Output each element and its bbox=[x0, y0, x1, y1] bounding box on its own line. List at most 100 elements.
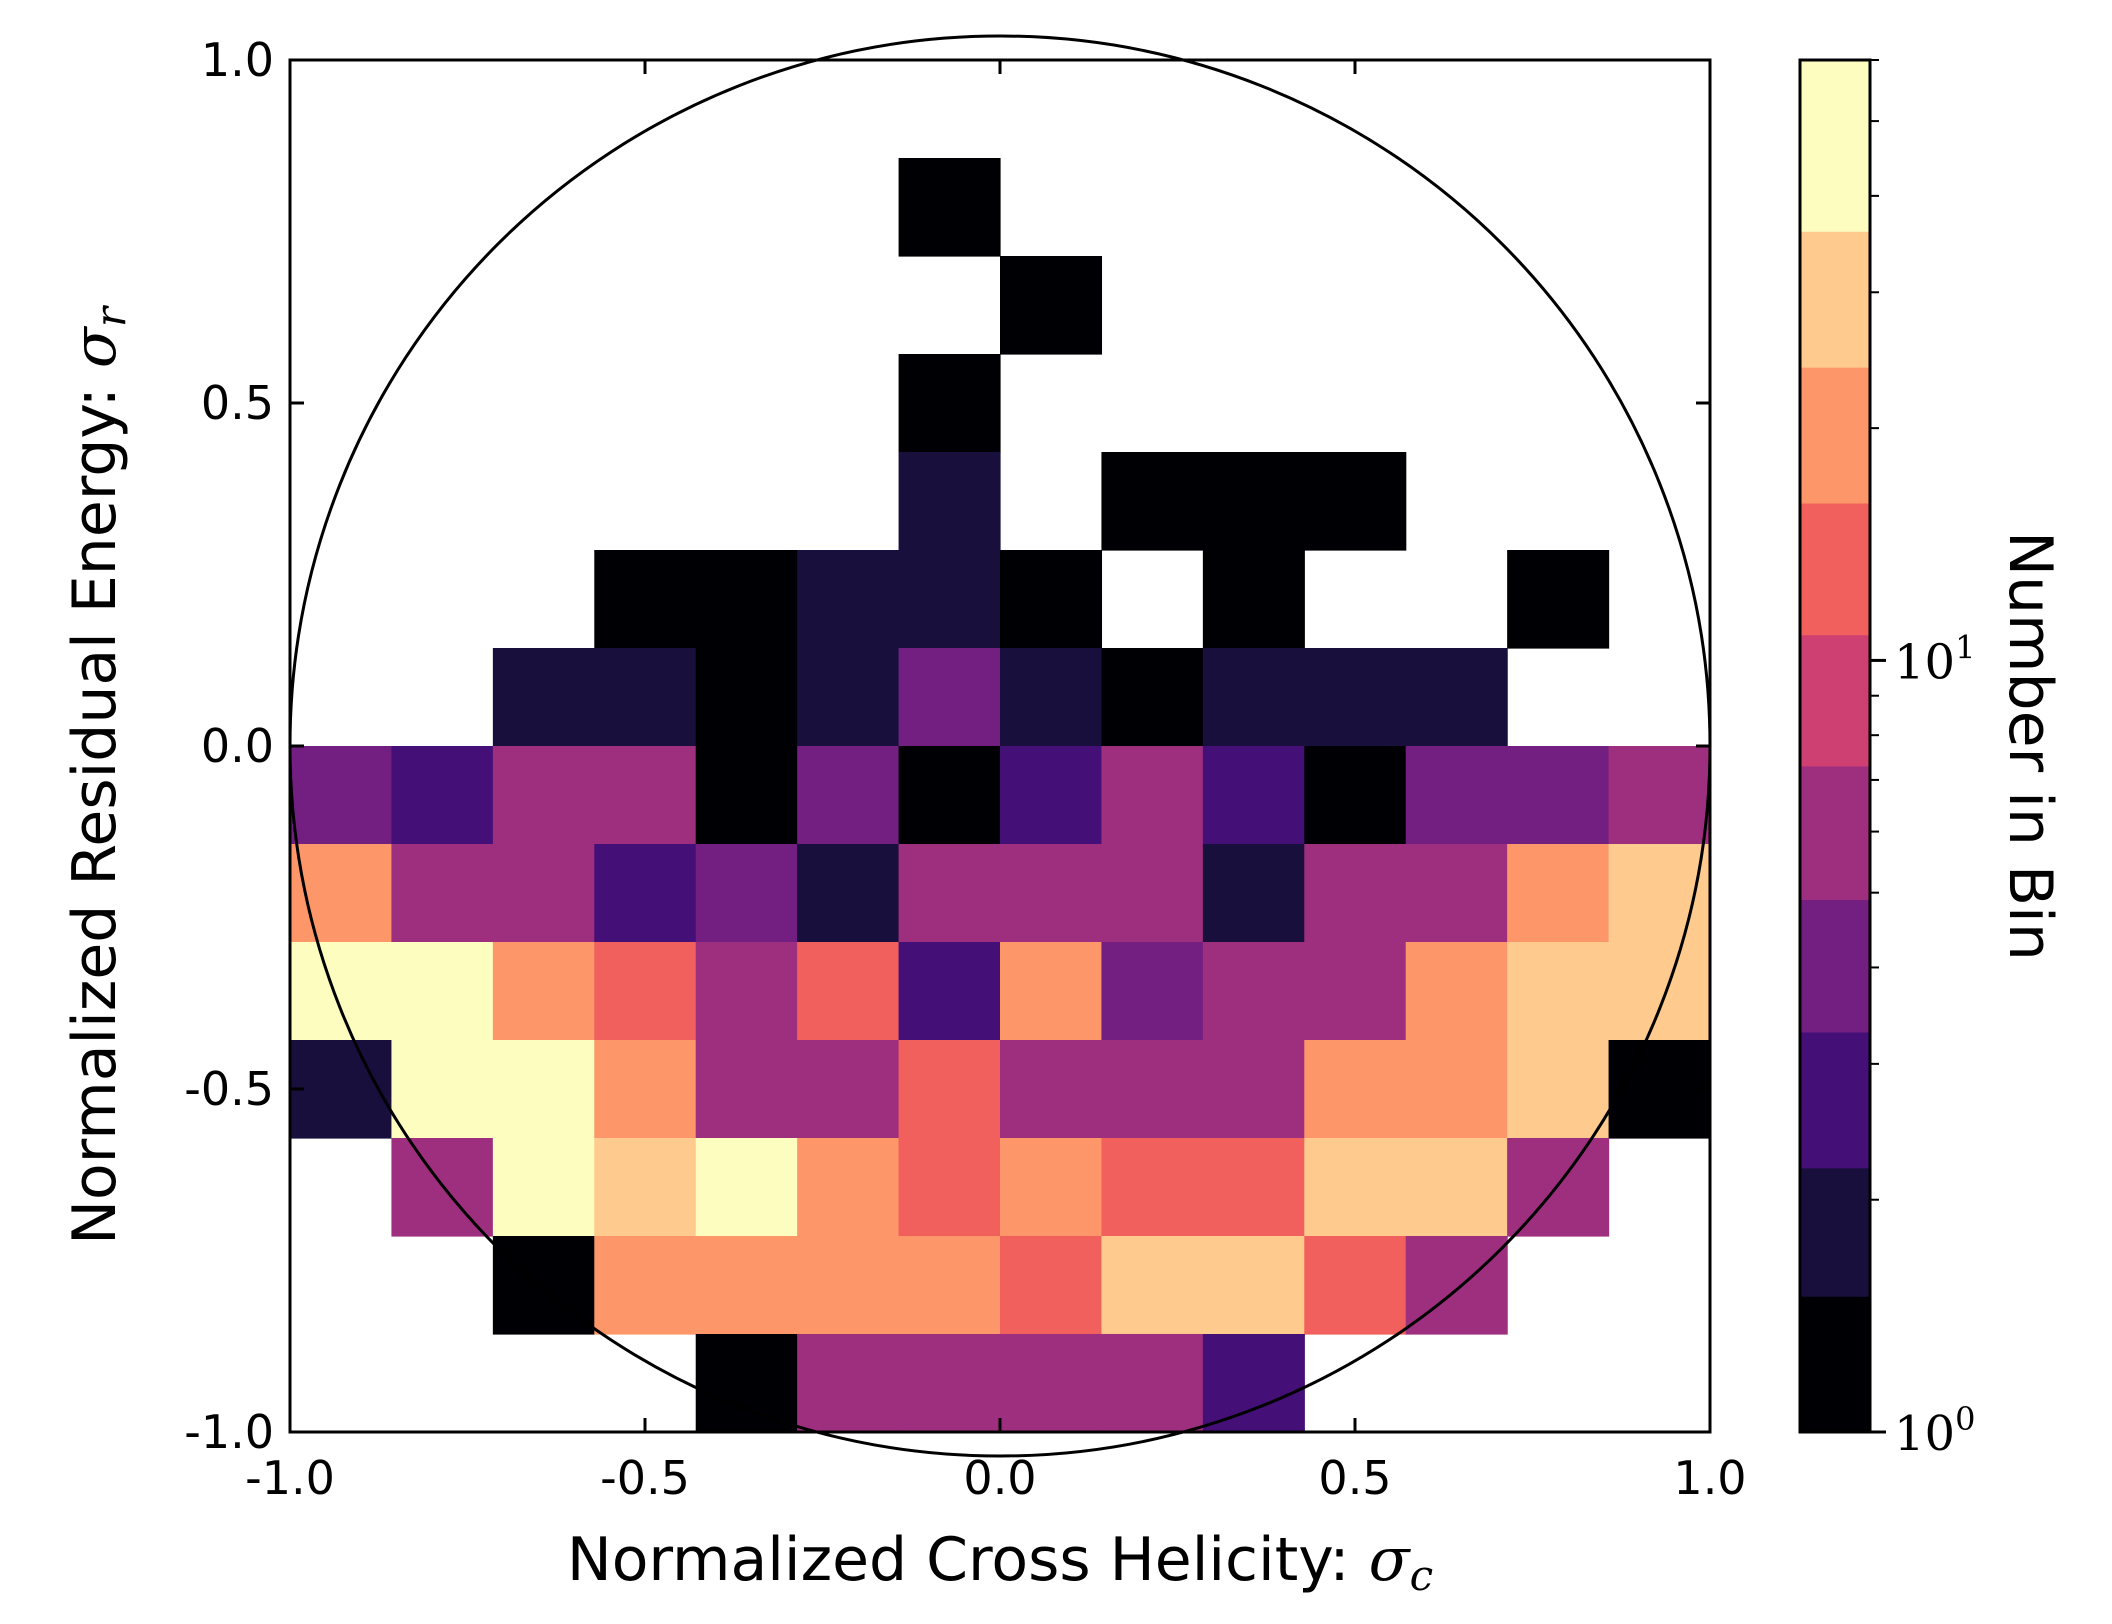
heatmap-cell bbox=[797, 1236, 900, 1335]
heatmap-cell bbox=[1000, 942, 1103, 1041]
heatmap-cell bbox=[898, 1334, 1001, 1433]
heatmap-cell bbox=[1101, 844, 1204, 943]
heatmap-cell bbox=[797, 550, 900, 649]
heatmap-cell bbox=[1000, 746, 1103, 845]
heatmap-cell bbox=[1000, 1040, 1103, 1139]
colorbar-tick-label: 101 bbox=[1894, 628, 1975, 690]
heatmap-cell bbox=[898, 1040, 1001, 1139]
heatmap-cell bbox=[1304, 648, 1407, 747]
heatmap-cell bbox=[391, 1040, 494, 1139]
colorbar-segment bbox=[1800, 60, 1870, 232]
colorbar-segment bbox=[1800, 1296, 1870, 1433]
heatmap-cell bbox=[1304, 452, 1407, 551]
heatmap-cell bbox=[1405, 844, 1508, 943]
heatmap-cell bbox=[1507, 1040, 1610, 1139]
heatmap-cells bbox=[290, 158, 1711, 1433]
heatmap-cell bbox=[1101, 648, 1204, 747]
heatmap-cell bbox=[1304, 746, 1407, 845]
heatmap-cell bbox=[594, 746, 697, 845]
colorbar-tick-label: 100 bbox=[1894, 1400, 1975, 1462]
heatmap-cell bbox=[492, 1040, 595, 1139]
heatmap-cell bbox=[492, 648, 595, 747]
heatmap-cell bbox=[1101, 1334, 1204, 1433]
heatmap-cell bbox=[492, 1138, 595, 1237]
heatmap-cell bbox=[1202, 452, 1305, 551]
heatmap-cell bbox=[1608, 746, 1711, 845]
heatmap-cell bbox=[1304, 1236, 1407, 1335]
heatmap-cell bbox=[1000, 844, 1103, 943]
heatmap-cell bbox=[1202, 648, 1305, 747]
heatmap-cell bbox=[1202, 1040, 1305, 1139]
heatmap-cell bbox=[695, 1334, 798, 1433]
y-axis-title: Normalized Residual Energy: σr bbox=[60, 304, 135, 1245]
heatmap-cell bbox=[1101, 1236, 1204, 1335]
heatmap-cell bbox=[797, 1040, 900, 1139]
heatmap-cell bbox=[797, 746, 900, 845]
heatmap-cell bbox=[1101, 1138, 1204, 1237]
heatmap-cell bbox=[695, 844, 798, 943]
x-axis-title: Normalized Cross Helicity: σc bbox=[567, 1525, 1433, 1600]
heatmap-cell bbox=[594, 550, 697, 649]
heatmap-cell bbox=[898, 1138, 1001, 1237]
x-tick-label: 0.0 bbox=[963, 1451, 1036, 1505]
colorbar-segment bbox=[1800, 634, 1870, 767]
heatmap-cell bbox=[290, 942, 393, 1041]
heatmap-cell bbox=[391, 844, 494, 943]
heatmap-cell bbox=[1608, 942, 1711, 1041]
heatmap-cell bbox=[898, 1236, 1001, 1335]
y-tick-label: 0.5 bbox=[201, 376, 274, 430]
heatmap-cell bbox=[1507, 550, 1610, 649]
heatmap-cell bbox=[1405, 1138, 1508, 1237]
heatmap-cell bbox=[1202, 1334, 1305, 1433]
heatmap-cell bbox=[1202, 844, 1305, 943]
colorbar-segment bbox=[1800, 367, 1870, 504]
heatmap-cell bbox=[594, 648, 697, 747]
heatmap-cell bbox=[1202, 1138, 1305, 1237]
heatmap-cell bbox=[1000, 648, 1103, 747]
heatmap-cell bbox=[898, 354, 1001, 453]
heatmap-cell bbox=[898, 844, 1001, 943]
heatmap-cell bbox=[695, 1236, 798, 1335]
heatmap-cell bbox=[1608, 1040, 1711, 1139]
heatmap-cell bbox=[1507, 1138, 1610, 1237]
x-tick-label: 1.0 bbox=[1673, 1451, 1746, 1505]
heatmap-cell bbox=[898, 746, 1001, 845]
heatmap-cell bbox=[797, 648, 900, 747]
heatmap-cell bbox=[1507, 942, 1610, 1041]
heatmap-cell bbox=[1202, 746, 1305, 845]
heatmap-cell bbox=[898, 942, 1001, 1041]
colorbar-title: Number in Bin bbox=[1995, 531, 2065, 961]
heatmap-cell bbox=[1405, 1040, 1508, 1139]
x-tick-label: 0.5 bbox=[1318, 1451, 1391, 1505]
colorbar-segment bbox=[1800, 1031, 1870, 1169]
heatmap-cell bbox=[594, 1040, 697, 1139]
heatmap-cell bbox=[594, 844, 697, 943]
y-axis: -1.0 -0.5 0.0 0.5 1.0 bbox=[184, 33, 1710, 1459]
heatmap-cell bbox=[391, 746, 494, 845]
heatmap-cell bbox=[695, 942, 798, 1041]
heatmap-cell bbox=[1202, 942, 1305, 1041]
heatmap-cell bbox=[898, 158, 1001, 257]
colorbar-segment bbox=[1800, 231, 1870, 368]
heatmap-cell bbox=[1507, 844, 1610, 943]
heatmap-cell bbox=[797, 1334, 900, 1433]
colorbar-segment bbox=[1800, 502, 1870, 636]
heatmap-cell bbox=[1202, 550, 1305, 649]
heatmap-cell bbox=[1405, 648, 1508, 747]
y-tick-label: -0.5 bbox=[184, 1062, 274, 1116]
heatmap-cell bbox=[1000, 550, 1103, 649]
heatmap-cell bbox=[1101, 746, 1204, 845]
heatmap-cell bbox=[1304, 1040, 1407, 1139]
heatmap-cell bbox=[290, 746, 393, 845]
heatmap-cell bbox=[391, 942, 494, 1041]
heatmap-cell bbox=[695, 648, 798, 747]
heatmap-cell bbox=[695, 746, 798, 845]
heatmap-cell bbox=[695, 1040, 798, 1139]
heatmap-cell bbox=[898, 648, 1001, 747]
heatmap-cell bbox=[1405, 942, 1508, 1041]
heatmap-cell bbox=[492, 746, 595, 845]
heatmap-cell bbox=[1304, 844, 1407, 943]
x-tick-label: -1.0 bbox=[245, 1451, 335, 1505]
colorbar-segment bbox=[1800, 899, 1870, 1033]
